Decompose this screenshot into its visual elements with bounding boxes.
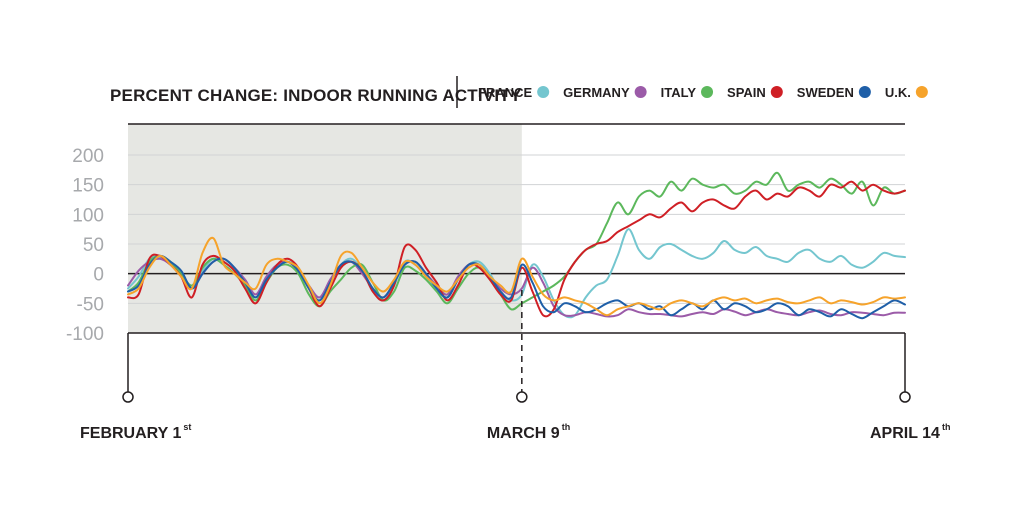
legend-swatch xyxy=(770,86,783,98)
legend-label: GERMANY xyxy=(563,85,630,100)
x-tick-label: APRIL 14 xyxy=(870,425,940,442)
legend-swatch xyxy=(701,86,714,98)
legend-label: U.K. xyxy=(885,85,911,100)
x-tick-suffix: th xyxy=(942,422,951,432)
legend-swatch xyxy=(915,86,928,98)
timeline-marker xyxy=(516,391,528,403)
chart-title: PERCENT CHANGE: INDOOR RUNNING ACTIVITY xyxy=(110,86,522,105)
legend-swatch xyxy=(858,86,871,98)
legend: FRANCE GERMANY ITALY SPAIN SWEDEN U.K. xyxy=(478,85,928,100)
y-tick-label: 0 xyxy=(93,265,104,286)
y-tick-label: 200 xyxy=(72,146,104,167)
x-tick-suffix: st xyxy=(183,422,191,432)
timeline-marker xyxy=(122,391,134,403)
series-lines xyxy=(127,171,906,320)
x-tick-label: MARCH 9 xyxy=(487,425,560,442)
series-line-italy xyxy=(127,171,906,311)
y-tick-label: -50 xyxy=(77,294,104,315)
gridlines xyxy=(128,123,905,334)
y-tick-label: 150 xyxy=(72,176,104,197)
y-tick-label: 100 xyxy=(72,205,104,226)
series-line-uk xyxy=(127,236,906,317)
x-tick-label: FEBRUARY 1 xyxy=(80,425,181,442)
legend-label: ITALY xyxy=(661,85,697,100)
y-tick-label: -100 xyxy=(66,324,104,345)
y-tick-label: 50 xyxy=(83,235,104,256)
y-axis-ticks: 200 150 100 50 0 -50 -100 xyxy=(66,146,104,345)
legend-swatch xyxy=(537,86,550,98)
series-line-sweden xyxy=(127,254,906,320)
series-line-germany xyxy=(127,257,906,318)
x-tick-suffix: th xyxy=(562,422,571,432)
legend-label: SWEDEN xyxy=(797,85,854,100)
legend-label: FRANCE xyxy=(478,85,532,100)
timeline-marker xyxy=(899,391,911,403)
legend-label: SPAIN xyxy=(727,85,766,100)
legend-swatch xyxy=(634,86,647,98)
